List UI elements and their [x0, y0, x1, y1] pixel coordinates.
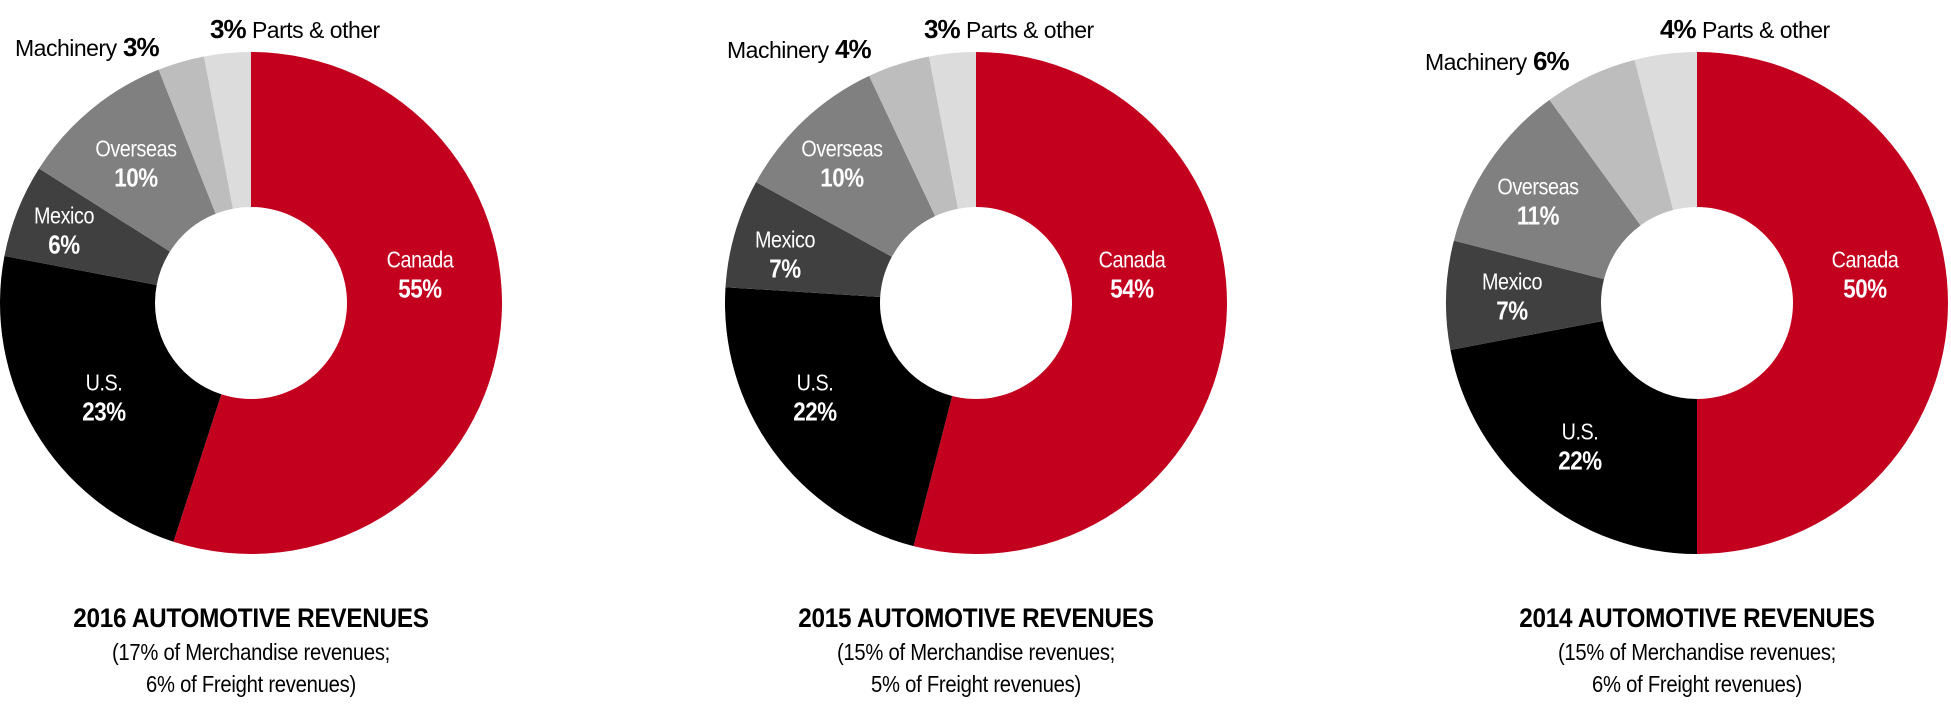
label-canada: Canada 50% [1831, 246, 1899, 304]
label-parts-other: 3% Parts & other [924, 14, 1094, 44]
label-overseas: Overseas 10% [95, 135, 177, 193]
label-canada: Canada 54% [1098, 246, 1166, 304]
slice-machinery [158, 56, 234, 214]
label-parts-other: 4% Parts & other [1660, 14, 1830, 44]
label-machinery: Machinery 4% [727, 34, 872, 64]
chart-subtitle-line-1: (15% of Merchandise revenues; [836, 639, 1116, 665]
slice-parts-other [928, 52, 976, 209]
slice-canada [173, 52, 502, 554]
slice-mexico [725, 182, 892, 297]
label-mexico: Mexico 7% [754, 226, 816, 284]
slice-mexico [4, 168, 170, 286]
label-us: U.S. 23% [82, 369, 126, 427]
slice-u-s [1450, 320, 1697, 554]
label-us: U.S. 22% [1558, 418, 1602, 476]
donut-2015 [725, 52, 1227, 554]
chart-subtitle-line-1: (17% of Merchandise revenues; [111, 639, 391, 665]
chart-title: 2015 AUTOMOTIVE REVENUES [798, 603, 1154, 633]
label-overseas: Overseas 11% [1497, 173, 1579, 231]
chart-caption: 2014 AUTOMOTIVE REVENUES (15% of Merchan… [1500, 600, 1895, 700]
slice-canada [1697, 52, 1948, 554]
slice-u-s [725, 287, 953, 547]
chart-subtitle-line-2: 6% of Freight revenues) [146, 671, 356, 697]
slice-overseas [1453, 99, 1641, 280]
chart-subtitle-line-2: 5% of Freight revenues) [871, 671, 1081, 697]
slice-u-s [0, 255, 222, 542]
chart-caption: 2015 AUTOMOTIVE REVENUES (15% of Merchan… [779, 600, 1174, 700]
slice-machinery [1549, 59, 1674, 226]
label-mexico: Mexico 7% [1481, 268, 1543, 326]
label-mexico: Mexico 6% [33, 202, 95, 260]
label-machinery: Machinery 6% [1425, 46, 1570, 76]
chart-title: 2014 AUTOMOTIVE REVENUES [1519, 603, 1875, 633]
slice-mexico [1446, 240, 1605, 351]
slice-parts-other [1634, 52, 1697, 211]
label-canada: Canada 55% [386, 246, 454, 304]
label-parts-other: 3% Parts & other [210, 14, 380, 44]
chart-title: 2016 AUTOMOTIVE REVENUES [73, 603, 429, 633]
chart-2015: Machinery 4% 3% Parts & other Overseas 1… [700, 0, 1260, 713]
chart-caption: 2016 AUTOMOTIVE REVENUES (17% of Merchan… [54, 600, 449, 700]
donut-2016 [0, 52, 502, 554]
donut-2014 [1446, 52, 1948, 554]
slice-canada [913, 52, 1227, 554]
chart-2014: Machinery 6% 4% Parts & other Overseas 1… [1400, 0, 1951, 713]
chart-subtitle-line-2: 6% of Freight revenues) [1592, 671, 1802, 697]
chart-2016: Machinery 3% 3% Parts & other Overseas 1… [0, 0, 560, 713]
label-us: U.S. 22% [793, 369, 837, 427]
label-machinery: Machinery 3% [15, 32, 160, 62]
slice-machinery [869, 56, 959, 217]
label-overseas: Overseas 10% [801, 135, 883, 193]
slice-overseas [39, 69, 216, 252]
slice-parts-other [203, 52, 251, 209]
chart-subtitle-line-1: (15% of Merchandise revenues; [1557, 639, 1837, 665]
slice-overseas [756, 75, 936, 257]
